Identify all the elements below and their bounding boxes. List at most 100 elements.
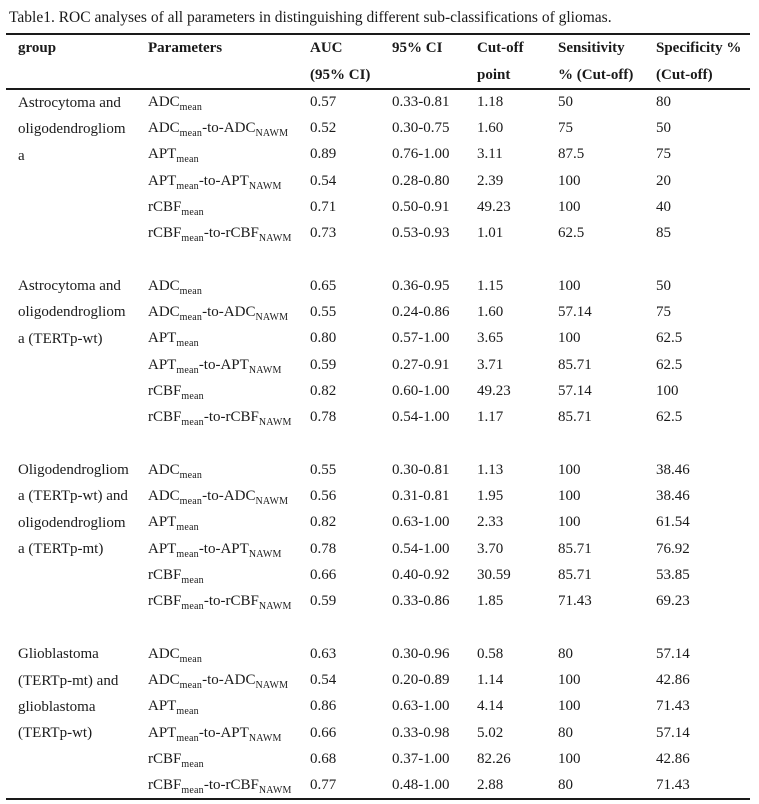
- specificity-cell: 38.46: [656, 461, 690, 478]
- specificity-cell: 61.54: [656, 514, 690, 531]
- table-row: APTmean 0.82 0.63-1.00 2.33 100 61.54: [6, 510, 750, 536]
- specificity-cell: 42.86: [656, 751, 690, 768]
- parameter-text: -to-APT: [198, 172, 249, 189]
- specificity-cell: 71.43: [656, 776, 690, 793]
- parameter-subscript: mean: [179, 680, 203, 692]
- parameter-subscript: NAWM: [258, 417, 292, 429]
- parameter-subscript: mean: [176, 154, 199, 166]
- specificity-cell: 57.14: [656, 724, 690, 741]
- specificity-cell: 20: [656, 172, 671, 189]
- auc-cell: 0.78: [310, 409, 337, 426]
- header-row: group Parameters AUC (95% CI) 95% CI Cut…: [6, 34, 750, 90]
- parameter-text: rCBF: [148, 593, 182, 610]
- parameter-subscript: NAWM: [255, 312, 289, 324]
- parameter-cell: APTmean: [148, 326, 310, 352]
- table-row: rCBFmean 0.66 0.40-0.92 30.59 85.71 53.85: [6, 562, 750, 588]
- parameter-cell: ADCmean: [148, 89, 310, 115]
- table-row: rCBFmean-to-rCBFNAWM 0.73 0.53-0.93 1.01 62.…: [6, 220, 750, 246]
- parameter-subscript: mean: [176, 732, 199, 744]
- header-cutoff-line2: point: [477, 66, 511, 83]
- sensitivity-cell: 100: [558, 514, 581, 531]
- parameter-subscript: NAWM: [248, 180, 282, 192]
- table-row: APTmean 0.80 0.57-1.00 3.65 100 62.5: [6, 326, 750, 352]
- parameter-subscript: mean: [176, 364, 199, 376]
- parameter-cell: ADCmean-to-ADCNAWM: [148, 299, 310, 325]
- table-row: Astrocytoma and oligodendrogliom a (TERTp-…: [6, 273, 750, 347]
- parameter-cell: rCBFmean: [148, 746, 310, 772]
- group-cell: Glioblastoma (TERTp-mt) and glioblastoma (T…: [6, 641, 148, 799]
- table-caption: Table1. ROC analyses of all parameters i…: [9, 9, 612, 26]
- sensitivity-cell: 100: [558, 698, 581, 715]
- parameter-cell: rCBFmean: [148, 378, 310, 404]
- header-sensitivity: Sensitivity % (Cut-off): [558, 34, 656, 90]
- group-cell: Astrocytoma and oligodendrogliom a (TERTp-…: [6, 273, 148, 431]
- parameter-text: APT: [148, 540, 177, 557]
- cutoff-cell: 30.59: [477, 566, 511, 583]
- ci-cell: 0.54-1.00: [392, 540, 450, 557]
- ci-cell: 0.54-1.00: [392, 409, 450, 426]
- cutoff-cell: 3.70: [477, 540, 504, 557]
- sensitivity-cell: 75: [558, 119, 573, 136]
- parameter-cell: ADCmean-to-ADCNAWM: [148, 483, 310, 509]
- sensitivity-cell: 87.5: [558, 146, 585, 163]
- sensitivity-cell: 100: [558, 461, 581, 478]
- auc-cell: 0.55: [310, 461, 337, 478]
- header-sensitivity-line1: Sensitivity: [558, 40, 625, 56]
- ci-cell: 0.36-0.95: [392, 277, 450, 294]
- ci-cell: 0.24-0.86: [392, 304, 450, 321]
- parameter-subscript: NAWM: [255, 496, 289, 508]
- parameter-cell: ADCmean-to-ADCNAWM: [148, 115, 310, 141]
- parameter-text: APT: [148, 698, 177, 715]
- group-label-line: Oligodendrogliom: [18, 462, 129, 479]
- sensitivity-cell: 85.71: [558, 566, 592, 583]
- parameter-text: -to-ADC: [202, 488, 256, 505]
- ci-cell: 0.40-0.92: [392, 566, 450, 583]
- cutoff-cell: 2.88: [477, 776, 504, 793]
- parameter-subscript: NAWM: [258, 784, 292, 796]
- table-row: APTmean-to-APTNAWM 0.78 0.54-1.00 3.70 85.71…: [6, 536, 750, 562]
- parameter-text: -to-ADC: [202, 304, 256, 321]
- table-body: Astrocytoma and oligodendrogliom a ADCmean 0…: [6, 89, 750, 799]
- cutoff-cell: 4.14: [477, 698, 504, 715]
- parameter-text: APT: [148, 724, 177, 741]
- parameter-text: -to-APT: [198, 356, 249, 373]
- parameter-cell: APTmean-to-APTNAWM: [148, 720, 310, 746]
- parameter-text: ADC: [148, 304, 180, 321]
- auc-cell: 0.56: [310, 488, 337, 505]
- header-specificity: Specificity % (Cut-off): [656, 34, 750, 90]
- parameter-subscript: NAWM: [255, 127, 289, 139]
- sensitivity-cell: 100: [558, 172, 581, 189]
- table-row: Glioblastoma (TERTp-mt) and glioblastoma (T…: [6, 641, 750, 741]
- auc-cell: 0.68: [310, 751, 337, 768]
- parameter-text: -to-rCBF: [203, 409, 259, 426]
- table-row: rCBFmean 0.82 0.60-1.00 49.23 57.14 100: [6, 378, 750, 404]
- parameter-cell: rCBFmean-to-rCBFNAWM: [148, 220, 310, 246]
- header-parameters: Parameters: [148, 34, 310, 90]
- group-spacer-row: [6, 431, 750, 457]
- parameter-text: ADC: [148, 645, 180, 662]
- cutoff-cell: 3.11: [477, 146, 503, 163]
- cutoff-cell: 1.17: [477, 409, 504, 426]
- parameter-subscript: mean: [181, 601, 204, 613]
- auc-cell: 0.86: [310, 698, 337, 715]
- group-label-line: (TERTp-mt) and: [18, 672, 119, 689]
- cutoff-cell: 1.13: [477, 461, 504, 478]
- parameter-subscript: mean: [176, 522, 199, 534]
- header-group: group: [6, 34, 148, 90]
- parameter-cell: rCBFmean: [148, 562, 310, 588]
- parameter-text: rCBF: [148, 198, 182, 215]
- cutoff-cell: 49.23: [477, 198, 511, 215]
- parameter-subscript: NAWM: [255, 680, 289, 692]
- cutoff-cell: 2.33: [477, 514, 504, 531]
- sensitivity-cell: 85.71: [558, 540, 592, 557]
- ci-cell: 0.60-1.00: [392, 382, 450, 399]
- sensitivity-cell: 100: [558, 198, 581, 215]
- ci-cell: 0.57-1.00: [392, 330, 450, 347]
- cutoff-cell: 1.95: [477, 488, 504, 505]
- parameter-cell: ADCmean: [148, 641, 310, 667]
- parameter-cell: APTmean: [148, 142, 310, 168]
- spacer-cell: [6, 247, 750, 273]
- ci-cell: 0.76-1.00: [392, 146, 450, 163]
- specificity-cell: 62.5: [656, 409, 683, 426]
